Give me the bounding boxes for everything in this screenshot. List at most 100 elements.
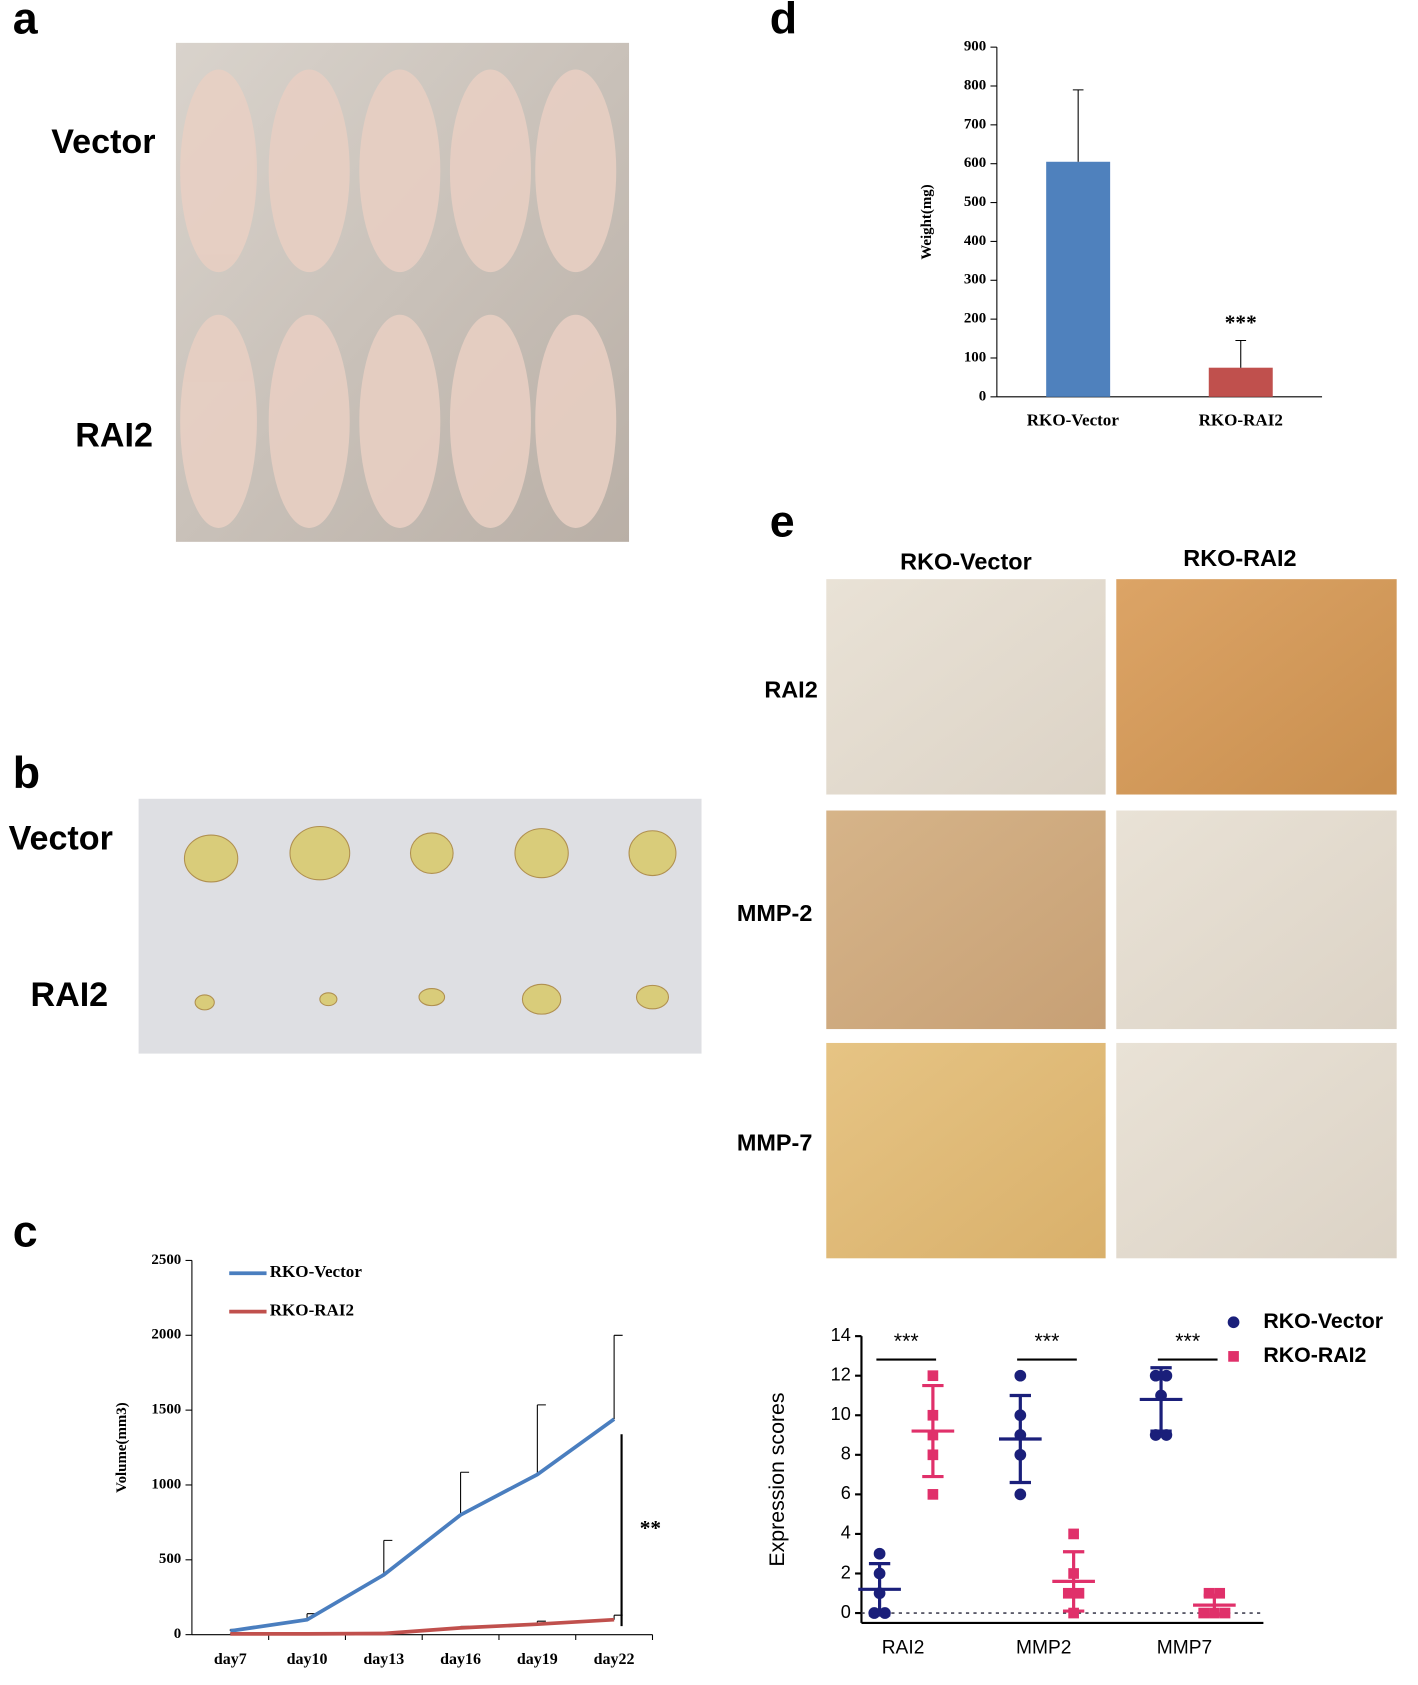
x-tick-label: RAI2 [882, 1638, 925, 1659]
ihc-image [826, 579, 1106, 795]
data-point [873, 1547, 886, 1560]
sd-whisker [922, 1383, 944, 1479]
data-point [1160, 1369, 1173, 1382]
y-tick-label: 1000 [151, 1476, 181, 1492]
data-point [1068, 1607, 1079, 1619]
legend-label: RKO-RAI2 [270, 1301, 354, 1320]
ihc-image [1116, 1042, 1397, 1259]
legend-label: RKO-RAI2 [1263, 1343, 1366, 1367]
annotation: *** [1035, 1329, 1060, 1353]
y-tick-label: 800 [964, 77, 986, 93]
y-tick-label: 4 [841, 1523, 851, 1543]
x-tick-label: day10 [287, 1651, 328, 1668]
row-label: MMP-7 [737, 1129, 813, 1155]
legend-marker [1227, 1316, 1240, 1329]
panel-letter: a [13, 0, 39, 43]
error-bar [1235, 339, 1247, 368]
y-tick-label: 900 [964, 39, 986, 55]
bar [1208, 367, 1273, 397]
y-tick-label: 0 [841, 1602, 851, 1622]
legend-label: RKO-Vector [270, 1262, 363, 1281]
data-point [1203, 1587, 1215, 1599]
y-tick-label: 0 [979, 388, 986, 404]
row-label: Vector [9, 819, 113, 857]
data-point [1068, 1528, 1079, 1540]
y-tick-label: 200 [964, 311, 986, 327]
bar [1046, 161, 1111, 397]
y-tick-label: 500 [964, 194, 986, 210]
sd-whisker [868, 1561, 891, 1617]
data-point [1214, 1587, 1226, 1599]
ihc-image [826, 1042, 1106, 1259]
error-bar [1072, 89, 1084, 162]
error-bar [536, 1404, 546, 1475]
error-bar [613, 1334, 623, 1420]
data-point [1149, 1369, 1162, 1382]
mice-photo [175, 42, 630, 542]
data-point [927, 1370, 939, 1382]
panel-letter: b [13, 748, 40, 798]
sd-whisker [1203, 1593, 1226, 1617]
data-point [1014, 1488, 1027, 1501]
y-tick-label: 700 [964, 116, 986, 132]
y-tick-label: 6 [841, 1483, 851, 1503]
y-tick-label: 2500 [151, 1252, 181, 1268]
y-tick-label: 100 [964, 349, 986, 365]
ihc-image [1116, 810, 1397, 1030]
ihc-images [826, 579, 1397, 1259]
annotation: ** [640, 1516, 661, 1540]
error-bar [460, 1471, 470, 1515]
column-label: RKO-RAI2 [1183, 545, 1296, 571]
tumor-photo [138, 798, 702, 1054]
sd-whisker [1150, 1366, 1172, 1433]
y-tick-label: 0 [174, 1626, 181, 1642]
y-tick-label: 600 [964, 155, 986, 171]
panel-letter: c [13, 1207, 38, 1257]
y-axis-label: Expression scores [765, 1392, 789, 1566]
y-tick-label: 400 [964, 233, 986, 249]
y-tick-label: 300 [964, 272, 986, 288]
x-tick-label: RKO-Vector [1027, 410, 1120, 429]
row-label: RAI2 [764, 676, 817, 702]
panel-letters: a b c d e [13, 0, 797, 1257]
data-point [1073, 1587, 1085, 1599]
y-tick-label: 12 [831, 1364, 851, 1384]
ihc-image [826, 810, 1106, 1030]
bar-chart: 0 100 200 300 400 500 600 700 800 900 Weight(mg) RK… [919, 39, 1323, 429]
annotation: *** [1225, 310, 1257, 334]
row-label: RAI2 [30, 976, 108, 1014]
x-tick-label: MMP2 [1016, 1638, 1071, 1659]
x-tick-label: RKO-RAI2 [1199, 410, 1283, 429]
y-tick-label: 14 [831, 1325, 851, 1345]
annotation: *** [1175, 1329, 1200, 1353]
y-tick-label: 2000 [151, 1327, 181, 1343]
x-tick-label: day7 [214, 1651, 247, 1668]
annotation: *** [894, 1329, 919, 1353]
sd-whisker [1062, 1550, 1085, 1613]
data-point [1198, 1607, 1210, 1619]
y-axis-label: Volume(mm3) [114, 1402, 130, 1493]
data-point [927, 1489, 939, 1500]
y-tick-label: 500 [159, 1551, 181, 1567]
data-point [1219, 1607, 1231, 1619]
error-bar [383, 1539, 393, 1575]
ihc-image [1116, 579, 1397, 795]
data-point [1014, 1369, 1027, 1382]
legend-marker [1228, 1351, 1239, 1362]
row-label: Vector [51, 123, 155, 161]
x-tick-label: MMP7 [1157, 1638, 1212, 1659]
x-tick-label: day16 [440, 1651, 481, 1668]
y-tick-label: 2 [841, 1562, 851, 1582]
data-point [1062, 1587, 1074, 1599]
line-chart: 0 500 1000 1500 2000 2500 day7 day10 day13 day16 d… [114, 1252, 661, 1668]
row-label: RAI2 [75, 416, 153, 454]
series-line [230, 1417, 616, 1633]
x-tick-label: day19 [517, 1651, 558, 1668]
dot-plot: 0 2 4 6 8 10 12 14 Expression scores RAI2 *** MMP2 *… [765, 1309, 1383, 1659]
x-tick-label: day22 [594, 1651, 635, 1668]
y-axis-label: Weight(mg) [919, 184, 935, 259]
y-tick-label: 10 [831, 1404, 851, 1424]
row-label: MMP-2 [737, 900, 813, 926]
sd-whisker [1009, 1393, 1031, 1485]
